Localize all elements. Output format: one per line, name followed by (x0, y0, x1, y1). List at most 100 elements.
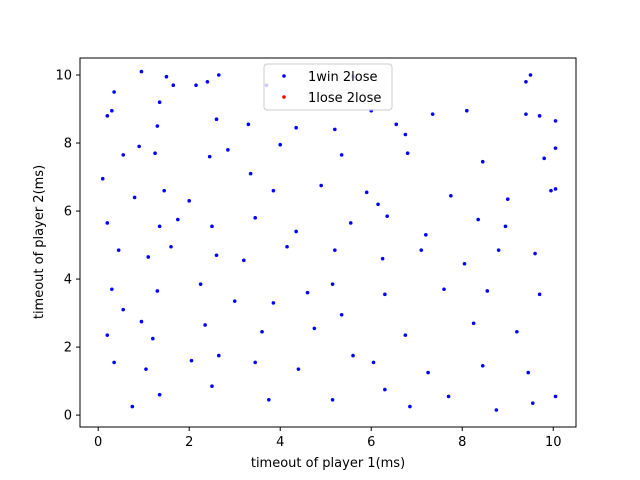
point-series-0-95 (515, 329, 519, 334)
point-series-0-20 (394, 122, 399, 127)
point-series-0-76 (155, 289, 160, 293)
point-series-0-88 (151, 336, 155, 341)
point-series-0-100 (253, 360, 257, 365)
point-series-0-64 (169, 244, 173, 249)
point-series-0-87 (139, 319, 144, 324)
point-series-0-10 (528, 73, 533, 77)
point-series-0-106 (526, 370, 531, 375)
point-series-0-93 (403, 333, 408, 337)
point-series-0-52 (157, 224, 162, 229)
point-series-0-113 (408, 404, 412, 409)
point-series-0-30 (207, 154, 212, 159)
point-series-0-67 (285, 244, 289, 249)
y-axis-label: timeout of player 2(ms) (32, 165, 47, 319)
point-series-0-55 (253, 216, 257, 220)
point-series-0-104 (426, 370, 430, 375)
point-series-0-18 (333, 127, 337, 132)
point-series-0-86 (105, 333, 110, 337)
point-series-0-11 (524, 80, 528, 84)
legend-marker-1win-2lose (282, 74, 286, 78)
point-series-0-17 (294, 125, 298, 130)
point-series-0-74 (110, 287, 114, 292)
point-series-0-60 (476, 217, 480, 222)
point-series-0-108 (157, 392, 162, 397)
point-series-0-7 (205, 80, 210, 84)
point-series-0-35 (480, 159, 485, 164)
point-series-0-36 (542, 156, 546, 161)
point-series-0-59 (424, 233, 428, 237)
point-series-0-79 (271, 301, 276, 305)
points-layer (100, 69, 558, 412)
point-series-0-47 (449, 193, 453, 198)
point-series-0-78 (232, 299, 237, 303)
point-series-0-38 (100, 176, 105, 181)
x-axis-label: timeout of player 1(ms) (251, 456, 405, 471)
point-series-0-92 (339, 312, 344, 317)
point-series-0-103 (371, 360, 376, 365)
point-series-0-15 (214, 117, 219, 122)
x-tick-label-1: 2 (185, 435, 193, 450)
point-series-0-66 (242, 258, 246, 263)
legend-label-1win-2lose: 1win 2lose (308, 70, 378, 85)
y-tick-label-2: 4 (64, 273, 72, 288)
point-series-0-24 (524, 112, 528, 116)
point-series-0-72 (496, 248, 501, 252)
legend-box (263, 63, 393, 111)
point-series-0-99 (216, 353, 221, 358)
point-series-0-31 (226, 148, 230, 152)
point-series-0-50 (553, 187, 558, 191)
point-series-0-25 (537, 114, 542, 118)
point-series-0-111 (330, 397, 335, 402)
x-tick-label-2: 4 (276, 435, 284, 450)
point-series-0-34 (405, 151, 410, 156)
point-series-0-110 (267, 397, 271, 402)
point-series-0-5 (157, 100, 162, 105)
point-series-0-44 (319, 183, 323, 188)
legend-marker-1lose-2lose (282, 95, 286, 99)
point-series-0-91 (312, 326, 317, 331)
point-series-0-45 (364, 190, 369, 195)
point-series-0-107 (130, 404, 135, 409)
point-series-0-49 (549, 188, 553, 193)
point-series-0-109 (210, 384, 214, 388)
point-series-0-82 (383, 292, 387, 297)
point-series-0-42 (248, 171, 253, 176)
point-series-0-28 (137, 144, 141, 149)
point-series-0-0 (139, 69, 144, 74)
point-series-0-16 (246, 122, 251, 127)
point-series-0-53 (176, 217, 180, 222)
point-series-0-77 (198, 282, 203, 286)
point-series-0-33 (339, 153, 344, 157)
point-series-0-14 (155, 124, 160, 128)
point-series-0-4 (112, 90, 116, 94)
point-series-0-12 (110, 108, 114, 113)
point-series-0-75 (121, 307, 126, 312)
point-series-0-83 (442, 287, 446, 292)
point-series-0-37 (553, 146, 558, 150)
y-tick-label-0: 0 (64, 409, 72, 424)
point-series-0-54 (210, 224, 214, 229)
point-series-0-94 (471, 321, 476, 326)
x-tick-label-3: 6 (367, 435, 375, 450)
point-series-0-73 (533, 251, 537, 256)
plot-frame (79, 57, 577, 428)
x-tick-label-0: 0 (94, 435, 102, 450)
y-tick-label-4: 8 (64, 137, 72, 152)
x-tick-label-5: 10 (545, 435, 562, 450)
point-series-0-46 (376, 202, 380, 207)
point-series-0-71 (462, 261, 467, 266)
point-series-0-3 (216, 73, 221, 77)
point-series-0-21 (403, 132, 408, 137)
point-series-0-2 (171, 83, 176, 88)
point-series-0-13 (105, 114, 110, 118)
point-series-0-48 (505, 197, 510, 201)
point-series-0-89 (203, 323, 207, 327)
point-series-0-97 (144, 367, 148, 371)
point-series-0-58 (385, 214, 389, 218)
point-series-0-51 (105, 221, 110, 225)
point-series-0-39 (132, 195, 137, 200)
y-tick-label-1: 2 (64, 341, 72, 356)
point-series-0-56 (294, 229, 298, 234)
